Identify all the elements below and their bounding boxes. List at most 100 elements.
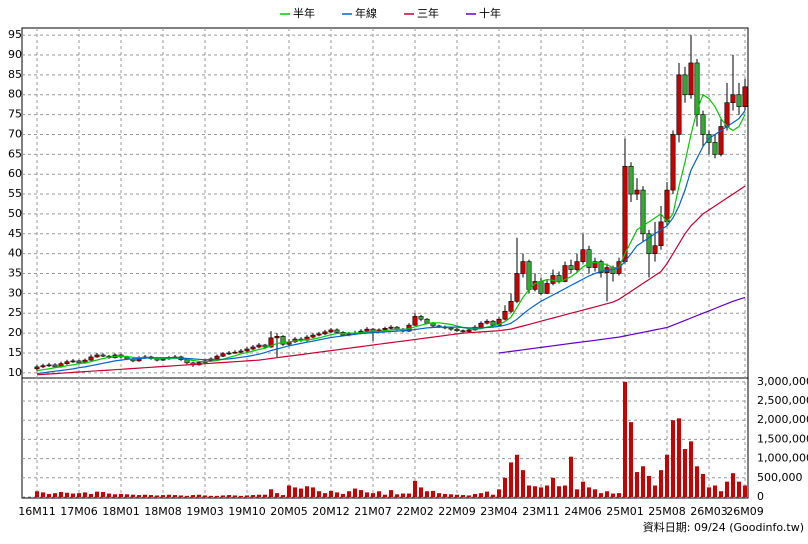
y-tick-label: 60	[8, 167, 22, 180]
volume-bar	[419, 487, 423, 497]
candle-body	[724, 102, 730, 127]
candle-body	[694, 62, 700, 115]
legend-label: 三年	[417, 6, 439, 20]
candle-body	[310, 334, 316, 338]
volume-bar	[713, 485, 717, 497]
volume-bar	[347, 491, 351, 497]
candle-body	[742, 86, 748, 107]
volume-bar	[593, 489, 597, 497]
volume-bar	[677, 418, 681, 497]
candle-body	[76, 360, 82, 364]
volume-bar	[287, 485, 291, 497]
candle-body	[70, 360, 76, 363]
volume-bar	[383, 494, 387, 497]
candle-body	[52, 364, 58, 368]
candle-body	[448, 327, 454, 330]
legend-label: 年線	[355, 6, 377, 20]
ma-line	[36, 110, 746, 375]
volume-bar	[89, 493, 93, 497]
volume-bar	[437, 493, 441, 497]
candle-body	[382, 328, 388, 331]
y-tick-label: 30	[8, 286, 22, 299]
volume-bar	[77, 493, 81, 497]
candle-body	[370, 328, 376, 332]
volume-bar	[485, 491, 489, 497]
volume-bar	[221, 495, 225, 497]
volume-bar	[413, 480, 417, 497]
volume-bar	[359, 490, 363, 497]
candle-body	[424, 318, 430, 324]
candle-body	[580, 249, 586, 262]
volume-bar	[473, 493, 477, 497]
volume-bar	[299, 488, 303, 497]
volume-bar	[695, 466, 699, 497]
volume-bar	[671, 420, 675, 497]
y-tick-label: 95	[8, 28, 22, 41]
y-tick-label: 25	[8, 306, 22, 319]
volume-bar	[131, 494, 135, 497]
volume-bar	[479, 493, 483, 497]
volume-bar	[449, 494, 453, 497]
candle-body	[502, 310, 508, 320]
volume-bar	[311, 487, 315, 497]
x-tick-label: 19M03	[186, 505, 224, 518]
volume-bar	[341, 493, 345, 497]
volume-bar	[101, 492, 105, 497]
volume-bar	[467, 495, 471, 497]
candle-body	[496, 318, 502, 326]
volume-bar	[563, 485, 567, 497]
candle-body	[646, 233, 652, 254]
volume-bar	[683, 449, 687, 497]
legend-label: 十年	[479, 6, 501, 20]
x-tick-label: 21M07	[354, 505, 392, 518]
ma-line	[498, 296, 746, 354]
candle-body	[568, 265, 574, 270]
candle-body	[478, 322, 484, 328]
legend-label: 半年	[293, 6, 315, 20]
candle-body	[412, 316, 418, 326]
volume-bar	[329, 490, 333, 497]
candle-body	[700, 114, 706, 135]
candle-body	[544, 283, 550, 294]
candle-body	[658, 221, 664, 247]
y-tick-label: 90	[8, 48, 22, 61]
candle-body	[550, 275, 556, 284]
candle-body	[418, 316, 424, 320]
volume-bar	[119, 493, 123, 497]
y2-tick-label: 2,500,000	[757, 394, 808, 407]
volume-bar	[83, 492, 87, 497]
volume-bar	[191, 495, 195, 497]
volume-bar	[41, 492, 45, 497]
volume-bar	[269, 489, 273, 497]
volume-bar	[503, 477, 507, 497]
volume-bar	[431, 490, 435, 497]
y2-tick-label: 1,500,000	[757, 432, 808, 445]
volume-bar	[149, 495, 153, 497]
candle-body	[262, 344, 268, 348]
candle-body	[538, 281, 544, 294]
volume-bar	[389, 490, 393, 497]
candle-body	[328, 329, 334, 333]
x-tick-label: 26M03	[690, 505, 728, 518]
candle-body	[508, 301, 514, 312]
x-tick-label: 25M08	[648, 505, 686, 518]
ma-line	[36, 93, 746, 372]
volume-bar	[293, 487, 297, 497]
volume-bar	[47, 493, 51, 497]
volume-bar	[263, 494, 267, 497]
volume-bar	[113, 494, 117, 497]
candle-body	[40, 365, 46, 368]
volume-bar	[203, 495, 207, 497]
candle-body	[316, 333, 322, 336]
y2-tick-label: 0	[757, 490, 764, 503]
x-tick-label: 25M01	[606, 505, 644, 518]
candle-body	[652, 245, 658, 254]
volume-bar	[509, 462, 513, 497]
volume-bar	[125, 494, 129, 497]
volume-bar	[107, 493, 111, 497]
volume-bar	[707, 487, 711, 497]
volume-bar	[461, 495, 465, 497]
volume-bar	[239, 495, 243, 497]
volume-bar	[167, 494, 171, 497]
